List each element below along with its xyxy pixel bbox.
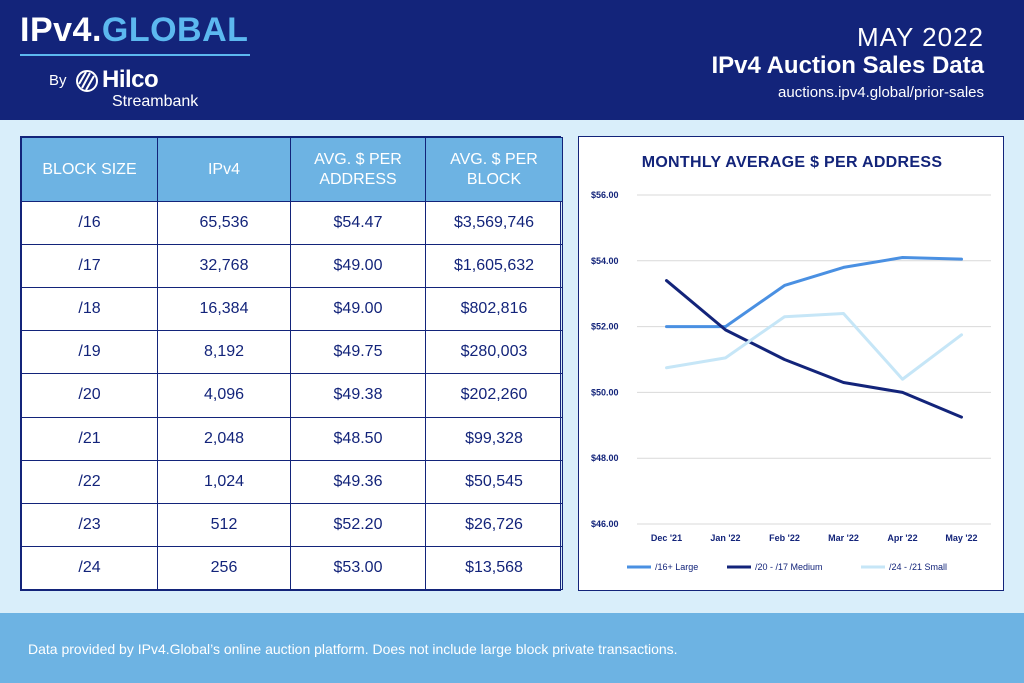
hilco-mark-icon <box>76 68 98 94</box>
block-size-cell: /16 <box>22 202 158 245</box>
block-size-cell: /18 <box>22 288 158 331</box>
table-row: /19 8,192 $49.75 $280,003 <box>22 331 563 374</box>
logo-by-text: By <box>49 72 67 89</box>
x-tick-label: Jan '22 <box>710 533 740 543</box>
avg-per-block-cell: $202,260 <box>426 374 563 417</box>
table-row: /22 1,024 $49.36 $50,545 <box>22 460 563 503</box>
logo-wordmark: IPv4.GLOBAL <box>20 10 248 50</box>
block-size-cell: /22 <box>22 460 158 503</box>
table-row: /21 2,048 $48.50 $99,328 <box>22 417 563 460</box>
block-size-cell: /20 <box>22 374 158 417</box>
chart-series-lines <box>667 258 962 418</box>
avg-per-block-cell: $26,726 <box>426 503 563 546</box>
avg-per-address-cell: $49.00 <box>291 288 426 331</box>
x-tick-label: Feb '22 <box>769 533 800 543</box>
table-row: /18 16,384 $49.00 $802,816 <box>22 288 563 331</box>
y-tick-label: $54.00 <box>591 256 619 266</box>
column-header-ipv4: IPv4 <box>158 138 291 202</box>
ipv4-global-logo: IPv4.GLOBAL By Hilco Streambank <box>20 10 248 50</box>
y-tick-label: $52.00 <box>591 322 619 332</box>
x-tick-label: Dec '21 <box>651 533 682 543</box>
footer-disclaimer: Data provided by IPv4.Global’s online au… <box>28 641 678 657</box>
report-date: MAY 2022 <box>857 22 984 53</box>
block-size-cell: /23 <box>22 503 158 546</box>
ipv4-count-cell: 32,768 <box>158 245 291 288</box>
y-tick-label: $46.00 <box>591 519 619 529</box>
line-chart: MONTHLY AVERAGE $ PER ADDRESS $46.00 $48.… <box>579 137 1005 592</box>
ipv4-count-cell: 16,384 <box>158 288 291 331</box>
avg-per-address-cell: $49.36 <box>291 460 426 503</box>
block-size-cell: /21 <box>22 417 158 460</box>
x-tick-label: Mar '22 <box>828 533 859 543</box>
y-tick-label: $56.00 <box>591 190 619 200</box>
avg-per-block-cell: $802,816 <box>426 288 563 331</box>
column-header-avg-per-address: AVG. $ PER ADDRESS <box>291 138 426 202</box>
logo-streambank-text: Streambank <box>112 93 198 111</box>
legend-label: /24 - /21 Small <box>889 562 947 572</box>
footer-banner: Data provided by IPv4.Global’s online au… <box>0 613 1024 683</box>
y-tick-label: $48.00 <box>591 453 619 463</box>
line-chart-panel: MONTHLY AVERAGE $ PER ADDRESS $46.00 $48.… <box>578 136 1004 591</box>
legend-label: /20 - /17 Medium <box>755 562 823 572</box>
ipv4-count-cell: 256 <box>158 546 291 589</box>
table-header-row: BLOCK SIZE IPv4 AVG. $ PER ADDRESS AVG. … <box>22 138 563 202</box>
source-url: auctions.ipv4.global/prior-sales <box>778 84 984 101</box>
ipv4-count-cell: 2,048 <box>158 417 291 460</box>
logo-hilco-text: Hilco <box>102 66 158 94</box>
auction-sales-table-panel: BLOCK SIZE IPv4 AVG. $ PER ADDRESS AVG. … <box>20 136 561 591</box>
column-header-avg-per-block: AVG. $ PER BLOCK <box>426 138 563 202</box>
ipv4-count-cell: 65,536 <box>158 202 291 245</box>
avg-per-block-cell: $99,328 <box>426 417 563 460</box>
avg-per-block-cell: $280,003 <box>426 331 563 374</box>
table-row: /16 65,536 $54.47 $3,569,746 <box>22 202 563 245</box>
block-size-cell: /17 <box>22 245 158 288</box>
chart-title: MONTHLY AVERAGE $ PER ADDRESS <box>642 154 943 171</box>
x-tick-label: Apr '22 <box>887 533 917 543</box>
block-size-cell: /24 <box>22 546 158 589</box>
y-tick-label: $50.00 <box>591 387 619 397</box>
avg-per-address-cell: $53.00 <box>291 546 426 589</box>
ipv4-count-cell: 4,096 <box>158 374 291 417</box>
column-header-block-size: BLOCK SIZE <box>22 138 158 202</box>
chart-legend: /16+ Large/20 - /17 Medium/24 - /21 Smal… <box>627 562 947 572</box>
auction-sales-table: BLOCK SIZE IPv4 AVG. $ PER ADDRESS AVG. … <box>21 137 563 590</box>
block-size-cell: /19 <box>22 331 158 374</box>
y-axis-ticks: $46.00 $48.00 $50.00 $52.00 $54.00 $56.00 <box>591 190 619 529</box>
table-row: /17 32,768 $49.00 $1,605,632 <box>22 245 563 288</box>
series-line <box>667 313 962 379</box>
avg-per-block-cell: $3,569,746 <box>426 202 563 245</box>
avg-per-block-cell: $50,545 <box>426 460 563 503</box>
ipv4-count-cell: 8,192 <box>158 331 291 374</box>
avg-per-block-cell: $1,605,632 <box>426 245 563 288</box>
ipv4-count-cell: 512 <box>158 503 291 546</box>
chart-gridlines <box>637 195 991 524</box>
header-banner: IPv4.GLOBAL By Hilco Streambank MAY 2022… <box>0 0 1024 120</box>
legend-label: /16+ Large <box>655 562 698 572</box>
avg-per-address-cell: $54.47 <box>291 202 426 245</box>
avg-per-address-cell: $52.20 <box>291 503 426 546</box>
avg-per-address-cell: $49.38 <box>291 374 426 417</box>
logo-underline <box>20 54 250 56</box>
avg-per-address-cell: $49.75 <box>291 331 426 374</box>
x-axis-ticks: Dec '21 Jan '22 Feb '22 Mar '22 Apr '22 May '… <box>651 533 978 543</box>
table-row: /23 512 $52.20 $26,726 <box>22 503 563 546</box>
table-row: /20 4,096 $49.38 $202,260 <box>22 374 563 417</box>
table-row: /24 256 $53.00 $13,568 <box>22 546 563 589</box>
ipv4-count-cell: 1,024 <box>158 460 291 503</box>
avg-per-block-cell: $13,568 <box>426 546 563 589</box>
avg-per-address-cell: $48.50 <box>291 417 426 460</box>
series-line <box>667 281 962 418</box>
avg-per-address-cell: $49.00 <box>291 245 426 288</box>
x-tick-label: May '22 <box>945 533 977 543</box>
page-title: IPv4 Auction Sales Data <box>711 52 984 80</box>
